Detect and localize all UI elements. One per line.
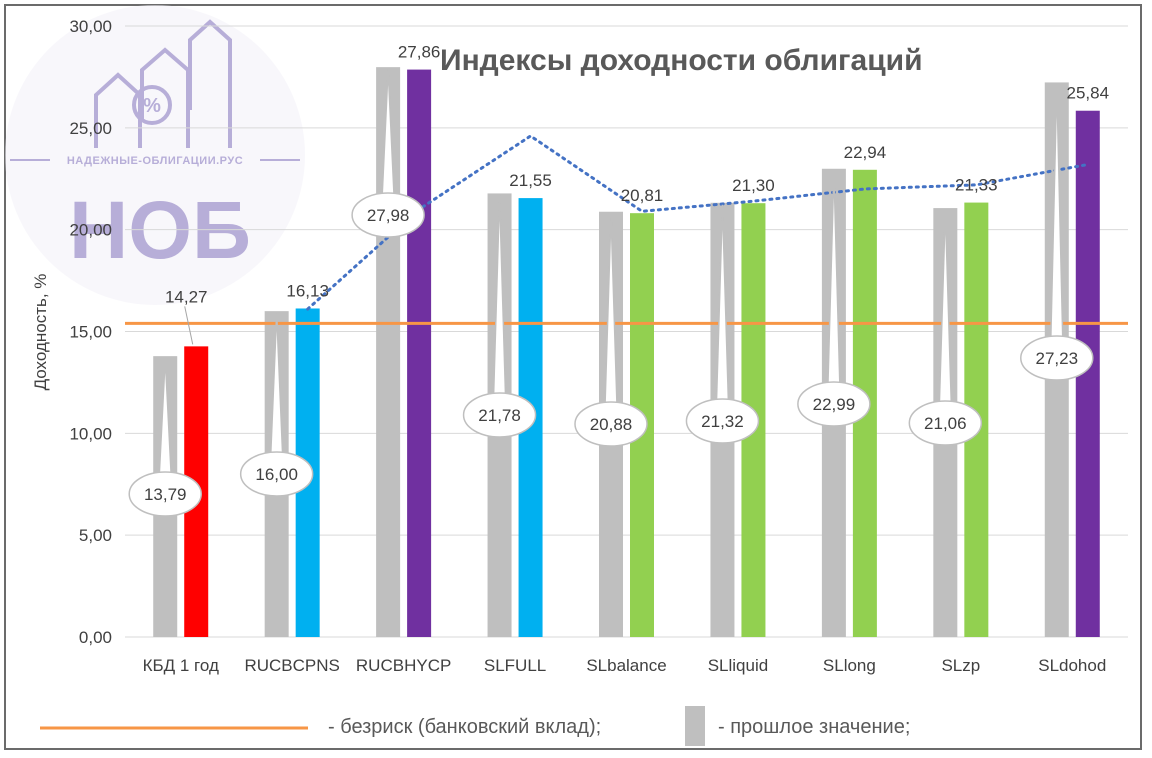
previous-value-callout: 13,79 xyxy=(128,358,202,517)
y-tick-label: 5,00 xyxy=(79,526,112,545)
current-value-label: 21,30 xyxy=(732,176,775,195)
previous-value-label: 21,06 xyxy=(924,414,967,433)
previous-value-label: 20,88 xyxy=(590,415,633,434)
category-label: RUCBHYCP xyxy=(356,656,451,675)
previous-value-callout: 21,32 xyxy=(685,204,760,444)
callout-bubble xyxy=(462,392,537,438)
current-value-label: 22,94 xyxy=(844,143,887,162)
callout-bubble xyxy=(685,398,760,444)
previous-value-callout: 21,78 xyxy=(462,195,537,438)
grid xyxy=(125,25,1128,638)
watermark-url: НАДЕЖНЫЕ-ОБЛИГАЦИИ.РУС xyxy=(67,155,243,167)
trend-line-path xyxy=(306,134,1090,311)
legend-previous-label: - прошлое значение; xyxy=(718,716,910,738)
y-tick-label: 30,00 xyxy=(69,17,112,36)
callout-bubble xyxy=(351,192,425,238)
previous-value-label: 27,23 xyxy=(1036,349,1079,368)
previous-value-label: 27,98 xyxy=(367,206,410,225)
y-tick-label: 15,00 xyxy=(69,323,112,342)
previous-value-label: 21,78 xyxy=(478,406,521,425)
previous-value-label: 16,00 xyxy=(255,465,298,484)
chart-title: Индексы доходности облигаций xyxy=(440,44,923,77)
previous-value-callout: 27,23 xyxy=(1020,84,1094,381)
category-labels: КБД 1 год RUCBCPNS RUCBHYCP SLFULL SLbalance… xyxy=(143,656,1107,675)
previous-value-callout: 16,00 xyxy=(239,313,314,497)
watermark: % НАДЕЖНЫЕ-ОБЛИГАЦИИ.РУС НОБ xyxy=(5,5,305,305)
trend-line xyxy=(306,134,1090,311)
current-value-label: 14,27 xyxy=(165,287,208,306)
current-value-label: 25,84 xyxy=(1067,84,1110,103)
current-value-labels: 14,27 16,13 27,86 21,55 20,81 21,30 22,94 21,33… xyxy=(165,43,1109,345)
legend-previous-swatch xyxy=(685,706,705,746)
category-label: SLliquid xyxy=(708,656,769,675)
legend-risk-free-label: - безриск (банковский вклад); xyxy=(328,716,601,738)
previous-value-callouts: 13,79 16,00 27,98 21,78 20,88 21,32 22,99 21,06… xyxy=(128,69,1094,517)
legend: - безриск (банковский вклад); - прошлое … xyxy=(40,706,910,746)
watermark-brand: НОБ xyxy=(69,185,251,276)
callout-bubble xyxy=(128,471,202,517)
category-label: SLlong xyxy=(823,656,876,675)
callout-bubble xyxy=(574,401,648,447)
label-leader xyxy=(184,306,194,345)
y-tick-label: 10,00 xyxy=(69,424,112,443)
callout-bubble xyxy=(239,451,314,497)
category-label: SLdohod xyxy=(1038,656,1106,675)
y-axis-ticks: 0,00 5,00 10,00 15,00 20,00 25,00 30,00 xyxy=(69,17,112,647)
current-value-label: 27,86 xyxy=(398,43,441,62)
category-label: SLzp xyxy=(941,656,980,675)
callout-bubble xyxy=(797,381,871,427)
svg-text:%: % xyxy=(143,95,161,117)
current-value-label: 21,55 xyxy=(509,171,552,190)
category-label: КБД 1 год xyxy=(143,656,219,675)
y-tick-label: 20,00 xyxy=(69,221,112,240)
previous-value-callout: 20,88 xyxy=(574,213,648,447)
previous-value-callout: 22,99 xyxy=(797,170,871,427)
y-axis-label: Доходность, % xyxy=(31,274,50,391)
y-tick-label: 25,00 xyxy=(69,119,112,138)
category-label: SLFULL xyxy=(484,656,546,675)
current-value-label: 21,33 xyxy=(955,176,998,195)
growth-percent-icon: % xyxy=(94,19,232,148)
current-value-label: 16,13 xyxy=(286,281,329,300)
category-label: RUCBCPNS xyxy=(244,656,339,675)
callout-bubble xyxy=(1020,335,1094,381)
previous-value-callout: 27,98 xyxy=(351,69,425,238)
category-label: SLbalance xyxy=(586,656,666,675)
current-value-label: 20,81 xyxy=(621,186,664,205)
callout-bubble xyxy=(908,400,983,446)
y-tick-label: 0,00 xyxy=(79,628,112,647)
previous-value-label: 21,32 xyxy=(701,412,744,431)
previous-value-label: 22,99 xyxy=(813,395,856,414)
previous-value-label: 13,79 xyxy=(144,485,187,504)
previous-value-callout: 21,06 xyxy=(908,210,983,446)
bar-current xyxy=(407,69,432,638)
